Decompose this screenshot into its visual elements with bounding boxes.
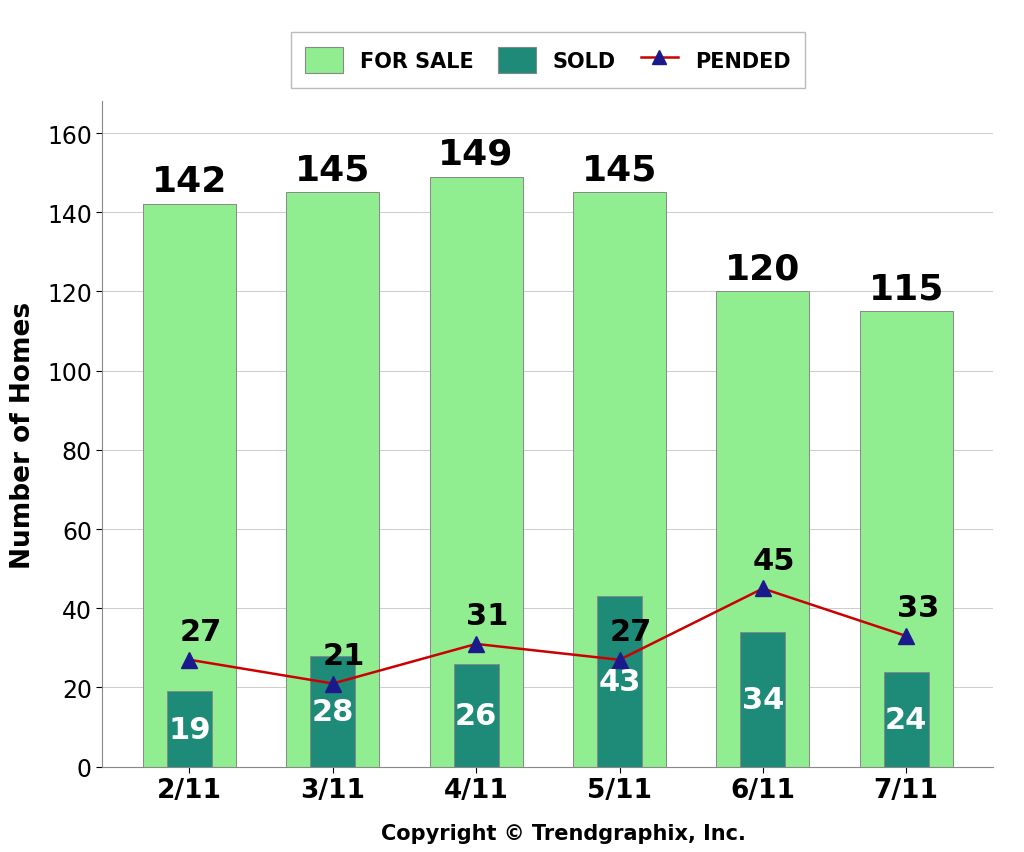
Text: 142: 142 — [152, 165, 227, 199]
Bar — [740, 632, 785, 767]
Text: 115: 115 — [868, 272, 944, 306]
Text: 19: 19 — [168, 715, 211, 744]
Text: 27: 27 — [180, 617, 222, 646]
Bar — [454, 664, 499, 767]
Bar — [430, 177, 523, 767]
Text: 45: 45 — [753, 546, 796, 575]
Text: 28: 28 — [311, 697, 354, 726]
Text: 21: 21 — [324, 641, 366, 670]
Bar — [143, 205, 237, 767]
Text: 24: 24 — [885, 705, 928, 734]
Bar — [884, 672, 929, 767]
Bar — [859, 312, 952, 767]
Bar — [597, 596, 642, 767]
Text: 26: 26 — [455, 701, 498, 730]
Text: Copyright © Trendgraphix, Inc.: Copyright © Trendgraphix, Inc. — [381, 824, 745, 843]
Bar — [716, 292, 809, 767]
Text: 145: 145 — [582, 153, 657, 187]
Bar — [572, 193, 666, 767]
Text: 27: 27 — [610, 617, 652, 646]
Text: 34: 34 — [741, 685, 784, 714]
Text: 149: 149 — [438, 137, 514, 171]
Text: 145: 145 — [295, 153, 371, 187]
Y-axis label: Number of Homes: Number of Homes — [10, 301, 36, 568]
Text: 120: 120 — [725, 252, 801, 286]
Bar — [167, 692, 212, 767]
Text: 33: 33 — [897, 594, 939, 623]
Text: 43: 43 — [598, 667, 641, 696]
Bar — [310, 656, 355, 767]
Bar — [287, 193, 380, 767]
Text: 31: 31 — [467, 602, 509, 630]
Legend: FOR SALE, SOLD, PENDED: FOR SALE, SOLD, PENDED — [291, 33, 805, 89]
